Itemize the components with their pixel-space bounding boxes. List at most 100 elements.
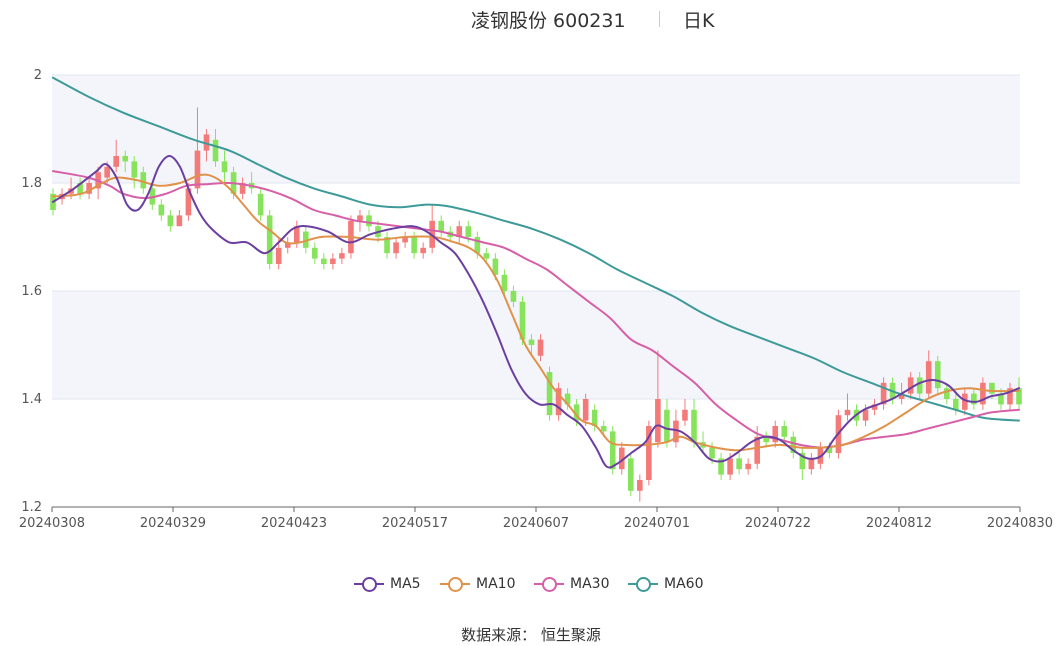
legend-item-ma60[interactable]: MA60 [628,573,703,595]
candle-body [808,458,815,470]
candle-body [420,247,426,254]
candle-body [402,237,408,243]
candle-body [312,247,318,259]
candle-body [998,393,1004,405]
candle-body [655,399,661,443]
candle-body [438,220,445,232]
x-tick-label: 20240830 [987,516,1053,531]
candle-body [501,274,508,291]
y-tick-label: 1.2 [21,500,42,515]
legend-item-ma10[interactable]: MA10 [440,573,515,595]
candle-body [600,426,607,432]
candle-body [555,388,562,416]
candle-body [239,183,246,194]
candle-body [790,436,797,453]
legend-item-ma30[interactable]: MA30 [534,573,609,595]
candle-body [339,253,345,259]
candle-body [1007,388,1013,405]
candle-body [718,458,724,475]
candle-body [104,166,110,178]
candle-body [962,393,968,410]
chart-title-row: 凌钢股份 600231 日K [0,6,1062,34]
candle-body [393,242,399,254]
candle-body [492,258,499,275]
candle-body [862,409,869,421]
candle-body [1016,388,1022,405]
x-tick-label: 20240812 [866,516,932,531]
candle-body [880,382,887,405]
candle-body [212,139,219,162]
candle-body [953,399,959,410]
candle-body [221,161,228,173]
legend-label-ma10: MA10 [476,576,516,592]
ma-line-ma60 [52,76,1020,422]
candle-body [989,382,995,394]
candle-body [609,431,616,470]
candle-body [474,237,481,254]
y-tick-label: 1.6 [21,284,42,299]
x-tick-label: 20240722 [745,516,811,531]
candle-body [510,291,517,302]
candle-body [664,409,670,443]
candle-body [980,382,986,405]
candle-body [537,339,544,356]
candle-body [86,183,92,194]
candle-body [763,436,770,443]
legend-label-ma30: MA30 [570,576,610,592]
candle-body [131,161,138,178]
candle-body [158,204,165,216]
candle-body [591,409,598,426]
candle-body [321,258,327,264]
legend-swatch-ma60 [628,574,658,594]
candle-body [646,426,652,480]
x-tick-label: 20240701 [624,516,690,531]
candle-body [754,436,760,464]
candle-body [682,409,688,421]
x-tick-label: 20240329 [140,516,206,531]
candle-body [618,447,625,470]
x-tick-label: 20240607 [503,516,569,531]
candle-body [736,458,742,470]
candle-body [275,247,282,264]
candle-body [799,453,806,470]
candle-body [293,226,300,243]
candle-body [185,188,192,216]
data-source-note: 数据来源： 恒生聚源 [461,626,601,644]
candle-body [582,399,589,421]
candle-body [691,409,697,443]
candle-body [826,447,833,453]
candle-body [907,377,914,394]
legend-swatch-ma5 [354,574,384,594]
x-tick-label: 20240517 [382,516,448,531]
x-tick-label: 20240308 [19,516,85,531]
ma-line-ma5 [52,155,1020,469]
candle-body [411,237,417,254]
candle-body [627,458,634,491]
candle-body [546,372,553,416]
candle-body [637,480,643,491]
candle-body [934,361,941,389]
candle-body [519,301,526,340]
candle-body [925,361,932,394]
title-separator [659,11,660,27]
candle-body [357,215,363,221]
candle-body [483,253,490,259]
grid-band [52,291,1020,399]
candle-body [203,134,210,151]
candle-body [465,226,472,237]
y-tick-label: 2 [34,68,42,83]
chart-period: 日K [683,10,715,32]
candle-body [727,458,733,475]
candle-body [971,393,977,405]
candle-body [140,172,147,189]
ma-line-ma10 [52,173,1020,452]
candle-body [573,404,580,421]
legend-item-ma5[interactable]: MA5 [354,573,421,595]
candle-body [330,258,336,264]
candle-body [745,463,751,470]
candle-body [176,215,183,227]
grid-band [52,75,1020,183]
legend-label-ma5: MA5 [390,576,421,592]
candle-body [772,426,779,443]
candle-body [266,215,273,264]
